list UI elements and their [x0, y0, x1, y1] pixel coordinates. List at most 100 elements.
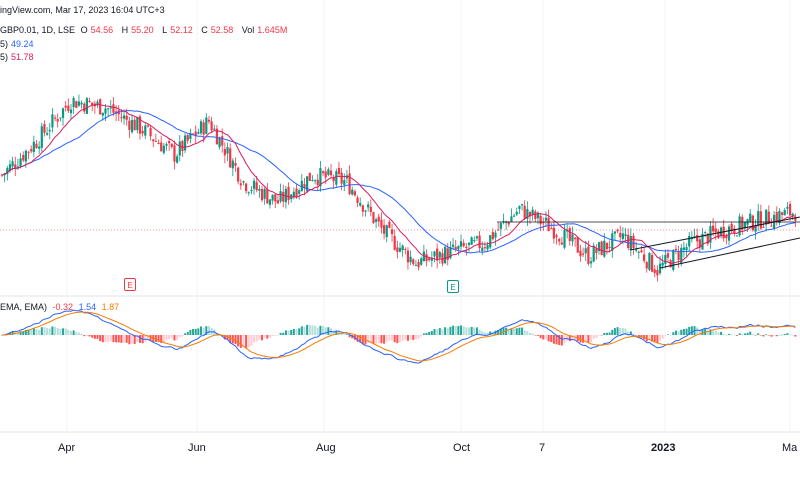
candle-body	[576, 237, 579, 253]
macd-hist-bar	[786, 333, 789, 335]
macd-hist-bar	[160, 335, 163, 343]
candle-body	[329, 170, 333, 176]
macd-hist-bar	[207, 326, 210, 335]
candle-body	[547, 217, 550, 232]
channel-upper-line[interactable]	[629, 216, 800, 251]
macd-hist-bar	[80, 333, 83, 335]
candle-body	[202, 122, 205, 135]
candle-body	[83, 103, 86, 112]
candle-body	[345, 175, 349, 179]
macd-hist-bar	[263, 335, 266, 339]
candle-body	[714, 228, 717, 233]
candle-body	[210, 121, 213, 131]
macd-hist-bar	[303, 326, 306, 335]
candle-body	[451, 244, 455, 247]
candle-body	[775, 212, 778, 222]
channel-lower-line[interactable]	[659, 237, 800, 269]
candle-body	[653, 269, 656, 274]
macd-hist-bar	[128, 335, 131, 345]
macd-hist-bar	[696, 327, 699, 335]
macd-hist-bar	[91, 335, 94, 338]
candle-body	[486, 245, 489, 250]
macd-hist-bar	[401, 335, 404, 341]
candle-body	[337, 167, 341, 174]
candle-body	[595, 248, 598, 254]
candle-body	[197, 132, 200, 134]
candle-body	[59, 117, 62, 119]
macd-hist-bar	[738, 333, 741, 335]
candle-body	[160, 142, 163, 152]
ma-fast-line	[1, 104, 796, 264]
macd-hist-bar	[308, 325, 311, 335]
macd-hist-bar	[688, 326, 691, 335]
candle-body	[260, 188, 264, 201]
candle-body	[579, 250, 582, 257]
macd-hist-bar	[497, 329, 500, 335]
macd-hist-bar	[276, 335, 279, 336]
macd-hist-bar	[99, 335, 102, 342]
candle-body	[109, 107, 112, 109]
candle-body	[27, 151, 30, 153]
candle-body	[444, 246, 447, 264]
macd-hist-bar	[300, 326, 303, 335]
macd-hist-bar	[380, 335, 383, 344]
candle-body	[658, 263, 662, 274]
candle-body	[762, 226, 765, 228]
macd-hist-bar	[462, 326, 465, 335]
macd-hist-bar	[409, 335, 412, 340]
candle-body	[229, 148, 232, 168]
candle-body	[112, 104, 115, 113]
watermark-header: ingView.com, Mar 17, 2023 16:04 UTC+3	[0, 5, 168, 15]
candle-body	[85, 98, 89, 114]
x-tick-jun: Jun	[188, 442, 206, 454]
macd-hist-bar	[292, 328, 295, 335]
macd-hist-bar	[666, 334, 669, 335]
candle-body	[335, 171, 338, 185]
candle-body	[218, 137, 221, 148]
candle-body	[271, 194, 274, 201]
candle-body	[61, 108, 65, 118]
candle-body	[242, 181, 245, 183]
candle-body	[459, 241, 463, 247]
macd-hist-bar	[494, 330, 497, 335]
candle-body	[287, 186, 290, 200]
candle-body	[767, 211, 770, 224]
candle-body	[650, 255, 654, 272]
candle-body	[101, 112, 104, 116]
macd-hist-bar	[611, 329, 614, 335]
candle-body	[515, 211, 518, 215]
candle-body	[340, 172, 343, 184]
macd-hist-bar	[621, 328, 624, 335]
macd-hist-bar	[608, 332, 611, 335]
macd-hist-bar	[162, 335, 165, 343]
candle-body	[436, 248, 439, 261]
candle-body	[298, 190, 301, 194]
macd-hist-bar	[659, 335, 662, 341]
macd-hist-bar	[489, 331, 492, 335]
macd-hist-bar	[284, 330, 287, 335]
macd-hist-bar	[133, 335, 136, 344]
earnings-marker-2[interactable]: E	[447, 280, 459, 293]
candle-body	[507, 222, 510, 225]
macd-hist-bar	[393, 335, 396, 343]
macd-hist-bar	[781, 334, 784, 336]
macd-hist-bar	[478, 329, 481, 335]
candle-body	[780, 212, 784, 215]
macd-hist-bar	[404, 335, 407, 340]
macd-hist-bar	[385, 335, 388, 342]
macd-hist-bar	[88, 335, 91, 337]
candle-body	[621, 233, 624, 239]
candle-body	[433, 251, 436, 257]
earnings-marker-1[interactable]: E	[124, 278, 136, 291]
macd-hist-bar	[48, 328, 51, 335]
macd-hist-bar	[775, 335, 778, 337]
macd-hist-bar	[54, 326, 57, 335]
macd-hist-bar	[266, 335, 269, 339]
macd-hist-bar	[56, 328, 59, 335]
candle-body	[207, 119, 211, 122]
macd-hist-bar	[319, 325, 322, 335]
macd-hist-bar	[449, 326, 452, 335]
candle-body	[722, 226, 725, 239]
macd-hist-bar	[290, 329, 293, 335]
